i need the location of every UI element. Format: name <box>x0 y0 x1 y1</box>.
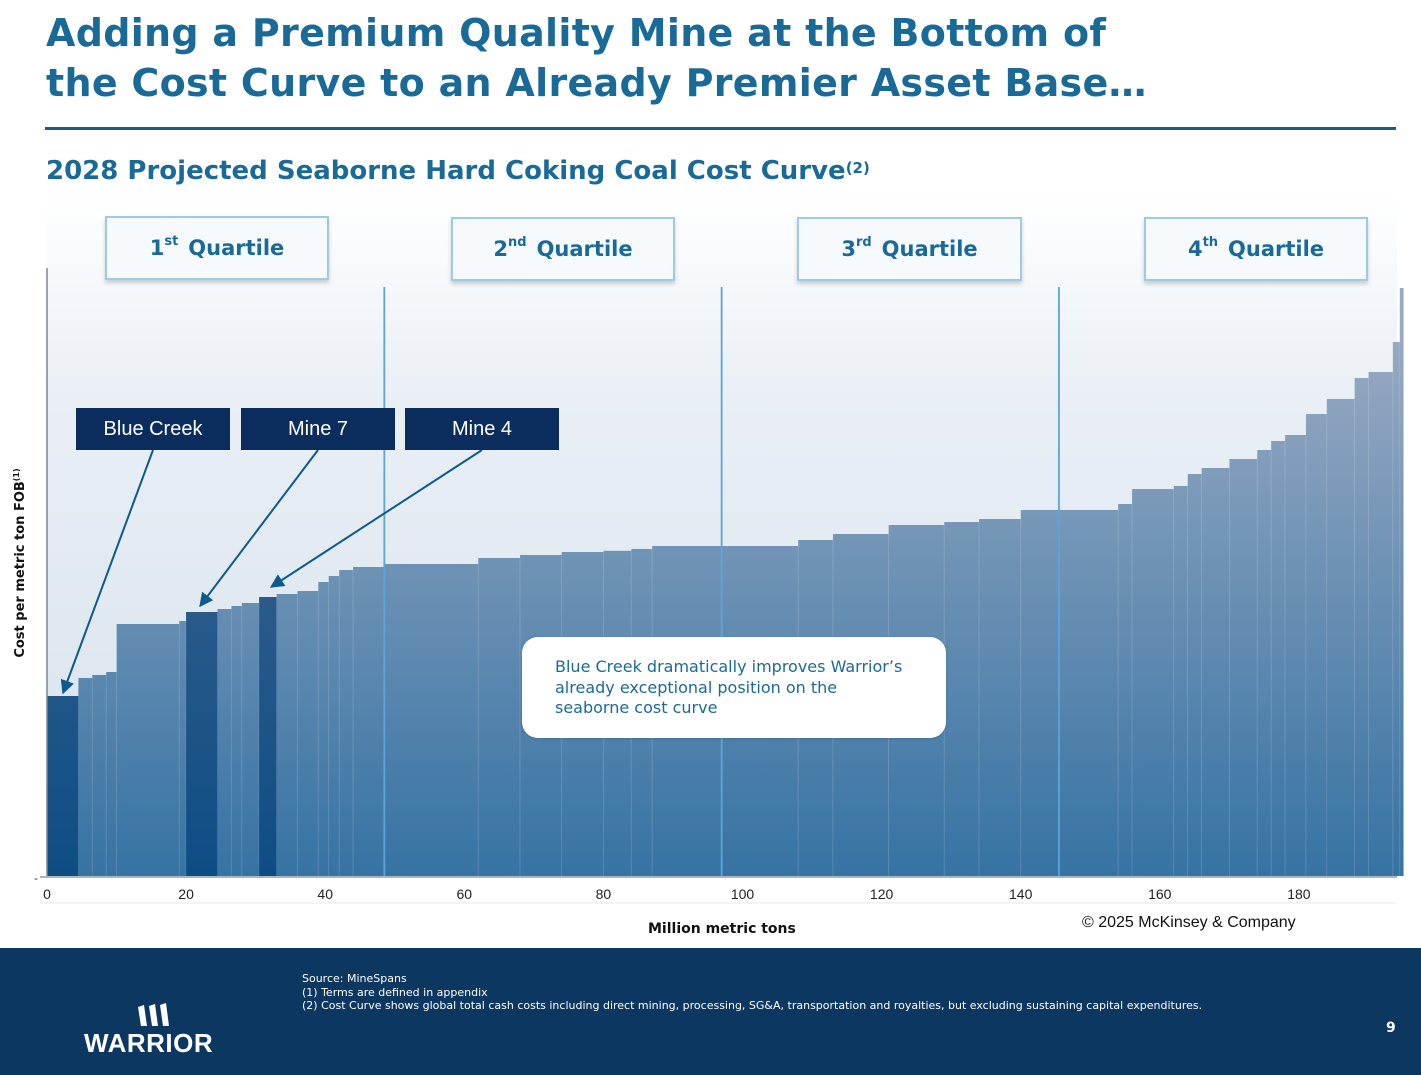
copyright-text: © 2025 McKinsey & Company <box>1082 914 1296 931</box>
cost-bar <box>92 675 107 876</box>
cost-bar <box>353 567 385 876</box>
y-axis-label-note: (1) <box>11 468 21 482</box>
callout-box: Blue Creek dramatically improves Warrior… <box>522 637 946 738</box>
cost-bar <box>328 576 340 876</box>
cost-bar <box>339 570 354 876</box>
chart-title-note: (2) <box>845 159 870 177</box>
quartile-4-word: Quartile <box>1228 237 1325 261</box>
cost-bar <box>217 609 232 876</box>
title-divider <box>45 127 1396 130</box>
cost-bar <box>478 558 521 876</box>
y-axis-label-text: Cost per metric ton FOB <box>13 481 29 658</box>
quartile-3-num: 3 <box>841 237 856 261</box>
x-tick-label: 80 <box>596 886 612 902</box>
cost-bar <box>297 591 319 876</box>
cost-bar <box>1392 342 1401 876</box>
x-axis-label: Million metric tons <box>648 921 796 937</box>
cost-bar <box>1187 474 1202 876</box>
mine-label-mine-7: Mine 7 <box>241 408 395 450</box>
cost-bar <box>318 582 329 876</box>
quartile-1-suffix: st <box>164 233 179 249</box>
x-tick-label: 120 <box>870 886 894 902</box>
quartile-2-suffix: nd <box>508 234 527 250</box>
cost-bar <box>1257 450 1272 876</box>
quartile-3-suffix: rd <box>855 234 872 250</box>
footnote-2: (2) Cost Curve shows global total cash c… <box>302 999 1203 1012</box>
mine-arrow <box>269 449 483 588</box>
quartile-4-suffix: th <box>1202 234 1219 250</box>
chart-title: 2028 Projected Seaborne Hard Coking Coal… <box>46 156 870 186</box>
quartile-dividers <box>383 287 1060 876</box>
mine-arrow <box>60 449 154 695</box>
cost-bar <box>1368 372 1394 876</box>
mine-label-blue-creek: Blue Creek <box>76 408 230 450</box>
quartile-2-num: 2 <box>493 237 509 261</box>
cost-bar <box>1118 504 1133 876</box>
x-tick-label: 140 <box>1009 886 1033 902</box>
cost-bar <box>106 672 117 876</box>
title-line-1: Adding a Premium Quality Mine at the Bot… <box>46 11 1107 55</box>
cost-bar <box>116 624 180 876</box>
quartile-2-word: Quartile <box>536 237 633 261</box>
cost-bar <box>241 603 260 876</box>
cost-bar <box>276 594 298 876</box>
cost-bar <box>944 522 980 876</box>
footnote-1: (1) Terms are defined in appendix <box>302 985 488 999</box>
cost-bar <box>1284 435 1307 876</box>
cost-bar <box>1326 399 1355 876</box>
quartile-1-word: Quartile <box>188 236 285 260</box>
x-tick-label: 180 <box>1287 886 1311 902</box>
quartile-4-num: 4 <box>1187 237 1203 261</box>
cost-bar <box>1020 510 1060 876</box>
cost-bar <box>1354 378 1369 876</box>
slide-title: Adding a Premium Quality Mine at the Bot… <box>46 8 1147 108</box>
footer-bar <box>0 948 1421 1075</box>
mine-bar-mine-7 <box>186 612 218 876</box>
y-tick-label: - <box>34 871 38 885</box>
footnotes: Source: MineSpans (1) Terms are defined … <box>302 972 1202 1013</box>
x-tick-labels: 0 20 40 60 80 100 120 140 160 180 <box>43 886 1311 902</box>
cost-bar <box>1131 489 1175 876</box>
warrior-logo-text: WARRIOR <box>84 1028 214 1058</box>
cost-bar <box>1173 486 1188 876</box>
cost-bar <box>231 606 243 876</box>
title-line-2: the Cost Curve to an Already Premier Ass… <box>46 61 1147 105</box>
chart-title-text: 2028 Projected Seaborne Hard Coking Coal… <box>46 156 846 186</box>
x-tick-label: 160 <box>1148 886 1172 902</box>
cost-bar <box>1399 288 1404 876</box>
mine-bar-mine-4 <box>259 597 277 876</box>
mine-arrow <box>199 449 319 608</box>
cost-bar <box>78 678 93 876</box>
callout-text: Blue Creek dramatically improves Warrior… <box>555 657 903 717</box>
cost-bar <box>1271 441 1286 876</box>
cost-bar <box>978 519 1021 876</box>
mine-bar-blue-creek <box>47 696 79 876</box>
x-tick-label: 100 <box>731 886 755 902</box>
mine-label-mine-4: Mine 4 <box>405 408 559 450</box>
x-tick-label: 0 <box>43 886 51 902</box>
cost-bar <box>384 564 479 876</box>
x-tick-label: 60 <box>457 886 473 902</box>
cost-curve-chart: - 0 20 40 60 80 100 120 140 160 180 <box>34 193 1404 904</box>
quartile-1-num: 1 <box>149 236 165 260</box>
cost-bar <box>1305 414 1328 876</box>
footnote-source: Source: MineSpans <box>302 972 407 985</box>
cost-bar <box>1229 459 1258 876</box>
cost-bar <box>1201 468 1230 876</box>
page-number: 9 <box>1386 1020 1396 1036</box>
quartile-3-word: Quartile <box>881 237 978 261</box>
x-tick-label: 20 <box>178 886 194 902</box>
warrior-logo-icon <box>138 1003 169 1026</box>
cost-bar <box>179 621 187 876</box>
x-tick-label: 40 <box>317 886 333 902</box>
y-axis-label: Cost per metric ton FOB(1) <box>12 468 28 657</box>
cost-bar <box>1058 510 1119 876</box>
mine-arrows <box>60 449 483 695</box>
